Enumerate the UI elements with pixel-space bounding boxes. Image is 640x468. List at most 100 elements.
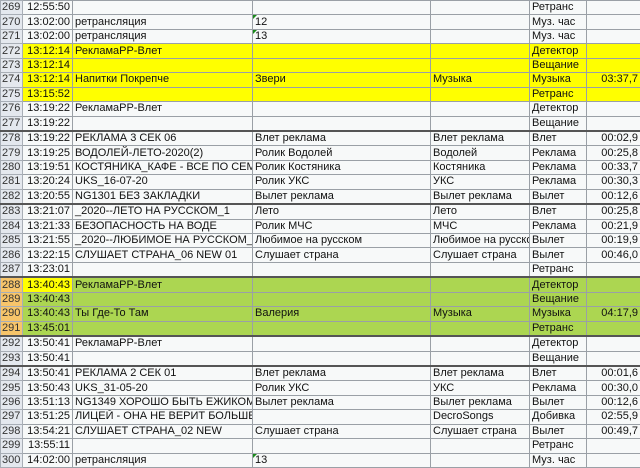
type-cell[interactable]: Вылет	[530, 395, 587, 409]
name-cell[interactable]: КОСТЯНИКА_КАФЕ - ВСЕ ПО СЕМЕЙ	[73, 160, 253, 174]
category-cell[interactable]	[431, 116, 530, 131]
row-header[interactable]: 276	[1, 102, 23, 116]
title-cell[interactable]: Ролик МЧС	[253, 219, 431, 233]
duration-cell[interactable]	[587, 336, 640, 351]
category-cell[interactable]	[431, 321, 530, 336]
type-cell[interactable]: Реклама	[530, 381, 587, 395]
row-header[interactable]: 284	[1, 219, 23, 233]
title-cell[interactable]	[253, 116, 431, 131]
time-cell[interactable]: 13:50:41	[23, 366, 73, 381]
category-cell[interactable]	[431, 15, 530, 29]
type-cell[interactable]: Реклама	[530, 146, 587, 160]
category-cell[interactable]	[431, 102, 530, 116]
row-header[interactable]: 298	[1, 424, 23, 438]
name-cell[interactable]: РекламаРР-Влет	[73, 102, 253, 116]
duration-cell[interactable]	[587, 351, 640, 366]
category-cell[interactable]	[431, 87, 530, 101]
type-cell[interactable]: Ретранс	[530, 87, 587, 101]
name-cell[interactable]: РекламаРР-Влет	[73, 277, 253, 292]
name-cell[interactable]	[73, 439, 253, 453]
title-cell[interactable]	[253, 102, 431, 116]
type-cell[interactable]: Вещание	[530, 116, 587, 131]
duration-cell[interactable]	[587, 1, 640, 15]
name-cell[interactable]	[73, 58, 253, 72]
name-cell[interactable]: БЕЗОПАСНОСТЬ НА ВОДЕ	[73, 219, 253, 233]
duration-cell[interactable]: 00:30,3	[587, 175, 640, 189]
category-cell[interactable]: Любимое на русском	[431, 234, 530, 248]
name-cell[interactable]: Напитки Покрепче	[73, 73, 253, 87]
duration-cell[interactable]: 00:25,8	[587, 204, 640, 219]
row-header[interactable]: 283	[1, 204, 23, 219]
type-cell[interactable]: Вылет	[530, 234, 587, 248]
title-cell[interactable]	[253, 351, 431, 366]
title-cell[interactable]: 13	[253, 29, 431, 43]
time-cell[interactable]: 13:40:43	[23, 292, 73, 306]
category-cell[interactable]: МЧС	[431, 219, 530, 233]
duration-cell[interactable]	[587, 87, 640, 101]
time-cell[interactable]: 12:55:50	[23, 1, 73, 15]
row-header[interactable]: 299	[1, 439, 23, 453]
duration-cell[interactable]	[587, 116, 640, 131]
duration-cell[interactable]: 02:55,9	[587, 410, 640, 424]
duration-cell[interactable]: 00:12,6	[587, 189, 640, 204]
category-cell[interactable]	[431, 277, 530, 292]
duration-cell[interactable]	[587, 29, 640, 43]
title-cell[interactable]	[253, 321, 431, 336]
title-cell[interactable]: 12	[253, 15, 431, 29]
name-cell[interactable]: NG1349 ХОРОШО БЫТЬ ЕЖИКОМ	[73, 395, 253, 409]
category-cell[interactable]	[431, 1, 530, 15]
type-cell[interactable]: Детектор	[530, 277, 587, 292]
title-cell[interactable]: Валерия	[253, 307, 431, 321]
category-cell[interactable]: Слушает страна	[431, 248, 530, 262]
type-cell[interactable]: Вещание	[530, 58, 587, 72]
title-cell[interactable]: Лето	[253, 204, 431, 219]
category-cell[interactable]: Водолей	[431, 146, 530, 160]
time-cell[interactable]: 13:23:01	[23, 262, 73, 277]
time-cell[interactable]: 13:12:14	[23, 44, 73, 58]
type-cell[interactable]: Добивка	[530, 410, 587, 424]
time-cell[interactable]: 13:19:22	[23, 131, 73, 146]
type-cell[interactable]: Влет	[530, 131, 587, 146]
category-cell[interactable]: Лето	[431, 204, 530, 219]
category-cell[interactable]	[431, 336, 530, 351]
row-header[interactable]: 275	[1, 87, 23, 101]
type-cell[interactable]: Вещание	[530, 351, 587, 366]
category-cell[interactable]: УКС	[431, 175, 530, 189]
title-cell[interactable]	[253, 292, 431, 306]
type-cell[interactable]: Влет	[530, 366, 587, 381]
time-cell[interactable]: 13:22:15	[23, 248, 73, 262]
title-cell[interactable]	[253, 410, 431, 424]
duration-cell[interactable]: 00:46,0	[587, 248, 640, 262]
title-cell[interactable]	[253, 439, 431, 453]
title-cell[interactable]: Влет реклама	[253, 131, 431, 146]
time-cell[interactable]: 13:40:43	[23, 277, 73, 292]
name-cell[interactable]	[73, 351, 253, 366]
type-cell[interactable]: Влет	[530, 204, 587, 219]
name-cell[interactable]	[73, 116, 253, 131]
type-cell[interactable]: Вылет	[530, 189, 587, 204]
row-header[interactable]: 293	[1, 351, 23, 366]
time-cell[interactable]: 13:02:00	[23, 29, 73, 43]
type-cell[interactable]: Ретранс	[530, 321, 587, 336]
category-cell[interactable]: Музыка	[431, 307, 530, 321]
name-cell[interactable]: РекламаРР-Влет	[73, 336, 253, 351]
duration-cell[interactable]: 00:02,9	[587, 131, 640, 146]
time-cell[interactable]: 13:12:14	[23, 58, 73, 72]
type-cell[interactable]: Вещание	[530, 292, 587, 306]
duration-cell[interactable]: 03:37,7	[587, 73, 640, 87]
row-header[interactable]: 273	[1, 58, 23, 72]
time-cell[interactable]: 13:19:51	[23, 160, 73, 174]
row-header[interactable]: 271	[1, 29, 23, 43]
time-cell[interactable]: 13:51:25	[23, 410, 73, 424]
time-cell[interactable]: 13:19:22	[23, 116, 73, 131]
type-cell[interactable]: Ретранс	[530, 262, 587, 277]
time-cell[interactable]: 13:40:43	[23, 307, 73, 321]
type-cell[interactable]: Детектор	[530, 336, 587, 351]
time-cell[interactable]: 13:19:22	[23, 102, 73, 116]
row-header[interactable]: 280	[1, 160, 23, 174]
name-cell[interactable]: Ты Где-То Там	[73, 307, 253, 321]
name-cell[interactable]: ЛИЦЕЙ - ОНА НЕ ВЕРИТ БОЛЬШЕ В	[73, 410, 253, 424]
time-cell[interactable]: 13:12:14	[23, 73, 73, 87]
time-cell[interactable]: 13:20:24	[23, 175, 73, 189]
type-cell[interactable]: Детектор	[530, 44, 587, 58]
